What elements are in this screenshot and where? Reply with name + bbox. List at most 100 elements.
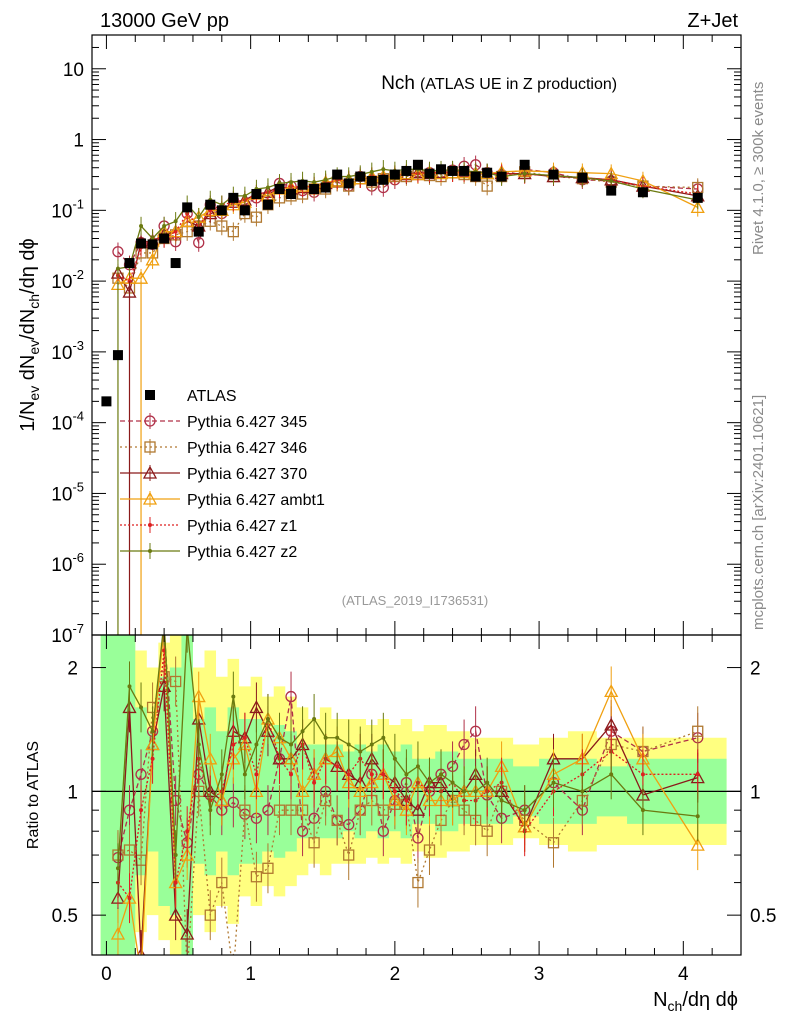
ratio-point	[580, 789, 585, 794]
ratio-point	[404, 772, 409, 777]
ratio-point	[249, 700, 264, 714]
atlas-point	[378, 174, 389, 185]
ratio-point	[135, 768, 147, 780]
ratio-point	[285, 690, 297, 703]
legend-marker	[144, 415, 156, 427]
x-tick-label: 2	[390, 964, 401, 985]
ratio-point	[499, 798, 504, 803]
atlas-point	[389, 169, 400, 180]
legend-entry-ATLAS: ATLAS	[145, 388, 237, 405]
atlas-point	[692, 192, 703, 203]
ratio-panel-curves	[110, 635, 705, 955]
data-point	[289, 180, 294, 185]
ratio-point	[219, 772, 224, 777]
ratio-point	[462, 789, 467, 794]
atlas-point	[447, 165, 458, 176]
energy-label: 13000 GeV pp	[100, 10, 229, 32]
ratio-series-z2	[115, 635, 700, 894]
ratio-point	[381, 735, 386, 740]
atlas-point	[436, 164, 447, 175]
ratio-y-axis-label: Ratio to ATLAS	[25, 741, 42, 849]
ratio-y-tick-label: 0.5	[52, 906, 78, 927]
ratio-point	[439, 772, 444, 777]
ratio-point	[231, 694, 236, 699]
atlas-point	[159, 233, 170, 244]
svg-text:1/Nev dNev/dNch/dη dϕ: 1/Nev dNev/dNch/dη dϕ	[17, 238, 42, 431]
data-point	[112, 246, 124, 258]
ratio-point	[242, 772, 247, 777]
ratio-point	[369, 772, 374, 777]
series-ATLAS	[101, 159, 703, 407]
ratio-point	[551, 780, 556, 785]
ratio-point	[381, 772, 386, 777]
ratio-y-tick-label-right: 2	[750, 659, 761, 680]
ratio-y-tick-label: 2	[67, 659, 78, 680]
data-point	[193, 236, 205, 249]
ratio-point	[216, 876, 228, 889]
ratio-point	[227, 796, 239, 809]
ratio-point	[262, 804, 274, 816]
ratio-point	[139, 705, 144, 710]
atlas-point	[297, 179, 308, 190]
ratio-point	[127, 896, 132, 901]
ratio-point	[254, 772, 259, 777]
ratio-y-tick-label: 1	[67, 782, 78, 803]
ratio-point	[358, 749, 363, 754]
atlas-point	[147, 239, 158, 250]
ratio-point	[312, 780, 317, 785]
atlas-point	[606, 185, 617, 196]
data-point	[312, 180, 317, 185]
ratio-point	[180, 926, 195, 940]
ratio-point	[300, 729, 305, 734]
analysis-watermark: (ATLAS_2019_I1736531)	[342, 593, 488, 608]
x-tick-label: 0	[101, 964, 112, 985]
y-tick-label: 10-7	[51, 621, 84, 647]
x-tick-label: 3	[534, 964, 545, 985]
legend-label: Pythia 6.427 370	[187, 466, 307, 483]
ratio-point	[369, 742, 374, 747]
ratio-point	[168, 907, 183, 921]
ratio-point	[343, 818, 355, 831]
ratio-point	[250, 871, 263, 883]
ratio-point	[469, 725, 482, 737]
atlas-point	[251, 189, 262, 200]
atlas-point	[193, 226, 204, 237]
legend: ATLAS Pythia 6.427 345 Pythia 6.427 346 Pyt…	[120, 388, 325, 561]
ratio-point	[262, 862, 274, 874]
ratio-point	[312, 716, 317, 721]
ratio-point	[319, 794, 332, 807]
data-point	[369, 169, 374, 174]
ratio-point	[285, 804, 297, 816]
atlas-point	[519, 159, 530, 170]
ratio-point	[343, 849, 355, 861]
data-point	[173, 229, 178, 234]
data-point	[162, 224, 167, 229]
ratio-point	[204, 909, 216, 921]
data-point	[216, 220, 228, 232]
ratio-point	[242, 735, 247, 740]
x-tick-label: 1	[245, 964, 256, 985]
ratio-point	[640, 772, 645, 777]
ratio-point	[423, 844, 436, 856]
ratio-point	[115, 866, 120, 871]
y-tick-label: 10-4	[51, 409, 84, 435]
ratio-point	[277, 735, 282, 740]
data-point	[242, 193, 247, 198]
ratio-band-stat	[100, 635, 727, 955]
atlas-point	[355, 171, 366, 182]
plot-title: Nch	[381, 73, 415, 94]
atlas-point	[286, 189, 297, 200]
ratio-point	[640, 808, 645, 813]
ratio-point	[254, 742, 259, 747]
atlas-point	[239, 205, 250, 216]
data-point	[265, 185, 270, 190]
atlas-point	[320, 182, 331, 193]
data-point	[522, 171, 527, 176]
atlas-point	[459, 165, 470, 176]
legend-marker	[142, 465, 158, 479]
ratio-point	[412, 876, 424, 889]
ratio-panel-frame	[91, 634, 742, 956]
data-point	[173, 219, 178, 224]
legend-entry: Pythia 6.427 ambt1	[120, 491, 325, 509]
ratio-point	[427, 780, 432, 785]
